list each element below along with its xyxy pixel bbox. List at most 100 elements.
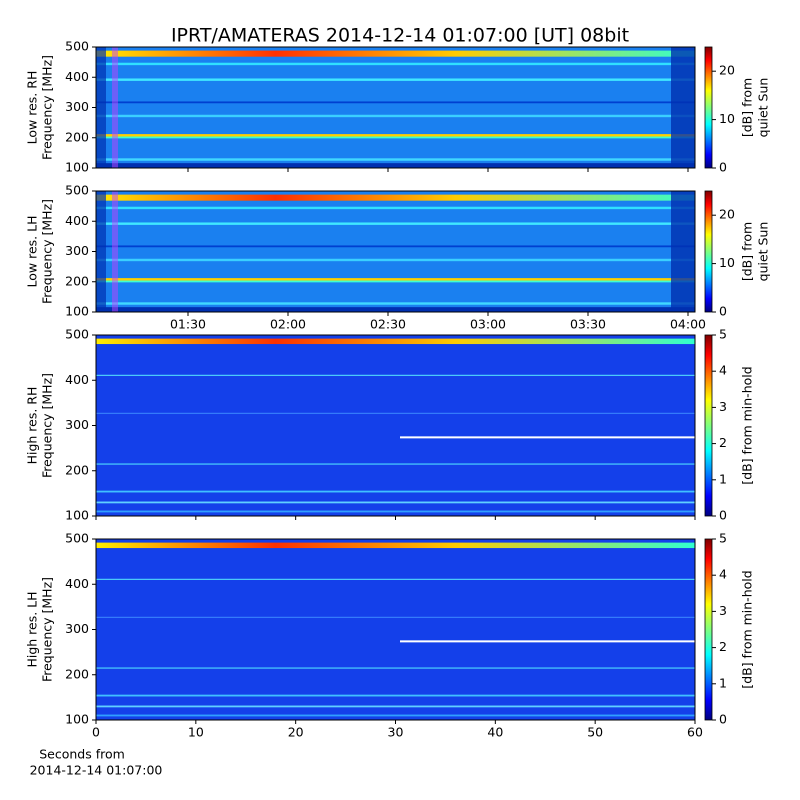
spectrogram-band xyxy=(96,280,695,283)
colorbar-tick-label: 5 xyxy=(719,327,727,342)
spectrogram-band xyxy=(96,114,695,118)
spectrogram-band xyxy=(112,47,118,168)
x-tick-label: 50 xyxy=(587,725,603,740)
spectrogram-image xyxy=(96,539,695,720)
y-tick-label: 200 xyxy=(65,129,89,144)
y-tick-label: 100 xyxy=(65,304,89,319)
x-axis-label: 2014-12-14 01:07:00 xyxy=(30,763,163,778)
spectrogram-band xyxy=(400,436,695,439)
y-tick-label: 500 xyxy=(65,531,89,546)
spectrogram-band xyxy=(96,50,695,57)
spectrogram-band xyxy=(96,302,695,305)
colorbar-tick-label: 10 xyxy=(719,255,735,270)
y-tick-label: 400 xyxy=(65,69,89,84)
x-tick-label: 03:30 xyxy=(570,317,606,332)
colorbar-tick-label: 20 xyxy=(719,63,735,78)
y-axis-label: High res. LH xyxy=(25,591,40,667)
figure-title: IPRT/AMATERAS 2014-12-14 01:07:00 [UT] 0… xyxy=(171,25,629,47)
spectrogram-band xyxy=(96,578,695,580)
y-tick-label: 400 xyxy=(65,576,89,591)
y-tick-label: 300 xyxy=(65,243,89,258)
spectrogram-band xyxy=(96,705,695,708)
y-tick-label: 400 xyxy=(65,213,89,228)
spectrogram-band xyxy=(96,278,695,281)
y-tick-label: 200 xyxy=(65,666,89,681)
x-tick-label: 03:00 xyxy=(470,317,506,332)
colorbar-tick-label: 4 xyxy=(719,363,727,378)
spectrogram-band xyxy=(96,490,695,493)
colorbar-tick-label: 20 xyxy=(719,207,735,222)
y-axis-label: Frequency [MHz] xyxy=(40,373,55,478)
y-tick-label: 200 xyxy=(65,273,89,288)
spectrogram-band xyxy=(96,62,695,66)
spectrogram-band xyxy=(96,258,695,262)
spectrogram-band xyxy=(671,47,695,168)
colorbar xyxy=(704,538,713,721)
colorbar-label: [dB] from min-hold xyxy=(740,570,755,688)
spectrogram-image xyxy=(96,47,695,168)
colorbar-tick-label: 10 xyxy=(719,111,735,126)
spectrogram-band xyxy=(96,194,695,201)
y-axis-label: Frequency [MHz] xyxy=(40,55,55,160)
y-axis-label: Low res. RH xyxy=(25,71,40,145)
colorbar-tick-label: 2 xyxy=(719,639,727,654)
colorbar xyxy=(704,46,713,169)
spectrogram-band xyxy=(96,222,695,225)
colorbar-tick-label: 4 xyxy=(719,567,727,582)
x-tick-label: 04:00 xyxy=(670,317,706,332)
spectrogram-band xyxy=(96,307,695,312)
spectrogram-band xyxy=(400,640,695,643)
y-axis-label: Frequency [MHz] xyxy=(40,577,55,682)
spectrogram-band xyxy=(96,338,695,345)
colorbar xyxy=(704,190,713,313)
y-tick-label: 300 xyxy=(65,99,89,114)
colorbar-tick-label: 0 xyxy=(719,160,727,175)
spectrogram-band xyxy=(96,101,695,104)
y-tick-label: 100 xyxy=(65,508,89,523)
y-tick-label: 200 xyxy=(65,462,89,477)
y-tick-label: 500 xyxy=(65,39,89,54)
spectrogram-image xyxy=(96,191,695,312)
x-axis-label: Seconds from xyxy=(39,747,125,762)
spectrogram-band xyxy=(96,134,695,137)
colorbar-tick-label: 2 xyxy=(719,435,727,450)
spectrogram-band xyxy=(96,47,106,168)
x-tick-label: 0 xyxy=(92,725,100,740)
x-tick-label: 20 xyxy=(288,725,304,740)
y-axis-label: Frequency [MHz] xyxy=(40,199,55,304)
y-tick-label: 500 xyxy=(65,183,89,198)
colorbar-tick-label: 5 xyxy=(719,531,727,546)
spectrogram-band xyxy=(96,463,695,465)
spectrogram-band xyxy=(96,136,695,139)
spectrogram-image xyxy=(96,335,695,516)
spectrogram-band xyxy=(96,501,695,504)
y-tick-label: 100 xyxy=(65,712,89,727)
y-tick-label: 100 xyxy=(65,160,89,175)
x-tick-label: 01:30 xyxy=(170,317,206,332)
colorbar-tick-label: 3 xyxy=(719,399,727,414)
spectrogram-band xyxy=(96,542,695,549)
spectrogram-band xyxy=(96,206,695,210)
x-tick-label: 60 xyxy=(687,725,703,740)
colorbar-label: quiet Sun xyxy=(756,78,771,138)
y-tick-label: 300 xyxy=(65,417,89,432)
spectrogram-band xyxy=(671,191,695,312)
spectrogram-band xyxy=(96,412,695,414)
y-tick-label: 400 xyxy=(65,372,89,387)
spectrogram-band xyxy=(96,616,695,618)
spectrogram-band xyxy=(96,158,695,161)
spectrogram-band xyxy=(96,374,695,376)
x-tick-label: 02:30 xyxy=(370,317,406,332)
spectrogram-band xyxy=(96,245,695,248)
colorbar-label: [dB] from xyxy=(740,222,755,281)
colorbar-tick-label: 0 xyxy=(719,712,727,727)
colorbar-label: [dB] from min-hold xyxy=(740,366,755,484)
colorbar-tick-label: 1 xyxy=(719,471,727,486)
spectrogram-band xyxy=(96,667,695,669)
spectrogram-band xyxy=(96,510,695,513)
spectrogram-band xyxy=(96,78,695,81)
spectrogram-band xyxy=(96,163,695,168)
colorbar-tick-label: 3 xyxy=(719,603,727,618)
x-tick-label: 30 xyxy=(388,725,404,740)
